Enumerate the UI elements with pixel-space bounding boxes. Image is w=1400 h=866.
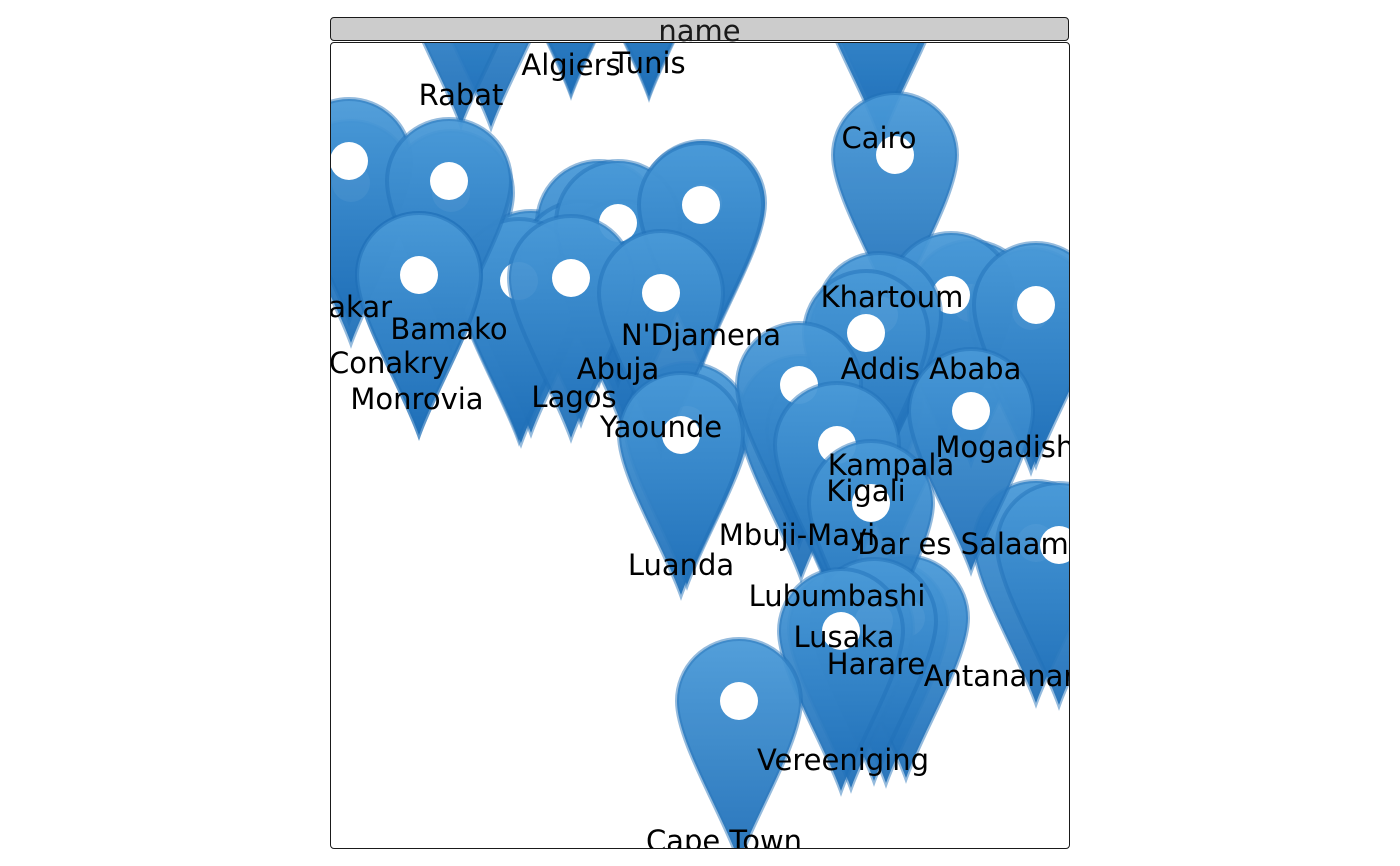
marker-hole (430, 162, 468, 200)
city-label-kigali: Kigali (826, 474, 905, 508)
city-label-bamako: Bamako (390, 312, 507, 346)
marker-hole (1040, 526, 1069, 564)
marker-pin-icon (624, 43, 674, 101)
marker-hole (952, 392, 990, 430)
marker-hole (720, 682, 758, 720)
city-label-conakry: Conakry (331, 346, 449, 380)
marker-pin-icon (830, 91, 960, 321)
map-marker-mogadishu[interactable] (971, 241, 1070, 471)
marker-hole (932, 276, 970, 314)
marker-hole (662, 416, 700, 454)
city-label-rabat: Rabat (419, 78, 504, 112)
map-marker-dar-es-salaam[interactable] (906, 347, 1036, 577)
marker-hole (822, 612, 860, 650)
city-label-tunis: Tunis (611, 46, 685, 80)
city-label-vereeniging: Vereeniging (757, 743, 929, 777)
marker-pin-icon (354, 211, 484, 441)
city-label-luanda: Luanda (628, 548, 734, 582)
city-label-cape-town: Cape Town (646, 824, 802, 849)
facet-strip: name (330, 14, 1069, 48)
marker-pin-icon (906, 347, 1036, 577)
map-marker-vereeniging[interactable] (776, 567, 906, 797)
marker-pin-icon (546, 43, 596, 99)
city-label-kampala: Kampala (828, 448, 955, 482)
marker-pin-icon (835, 43, 923, 141)
marker-hole (1017, 286, 1055, 324)
marker-pin-icon (674, 637, 804, 848)
marker-hole (552, 259, 590, 297)
map-marker-luanda[interactable] (616, 371, 746, 601)
city-label-mbuji-mayi: Mbuji-Mayi (719, 518, 875, 552)
marker-pin-icon (596, 229, 726, 459)
map-marker-tunis[interactable] (587, 43, 711, 101)
city-label-lusaka: Lusaka (794, 620, 895, 654)
city-label-addis-ababa: Addis Ababa (841, 352, 1022, 386)
city-label-cairo: Cairo (841, 121, 916, 155)
map-marker-monrovia[interactable] (354, 211, 484, 441)
map-marker-cape-town[interactable] (674, 637, 804, 849)
city-label-dakar: Dakar (331, 290, 392, 324)
map-marker-algiers[interactable] (509, 43, 633, 99)
map-marker-rabat[interactable] (399, 43, 523, 131)
marker-hole (400, 256, 438, 294)
city-label-algiers: Algiers (521, 48, 620, 82)
map-marker-antananarivo[interactable] (994, 481, 1070, 711)
marker-hole (682, 186, 720, 224)
map-marker-yaounde[interactable] (596, 229, 726, 459)
city-label-antananarivo: Antananarivo (924, 659, 1070, 693)
marker-hole (331, 142, 368, 180)
city-label-n-djamena: N'Djamena (621, 318, 781, 352)
city-label-abuja: Abuja (577, 352, 659, 386)
map-marker-cairo[interactable] (817, 43, 941, 141)
marker-pin-icon (806, 439, 936, 669)
city-label-lagos: Lagos (531, 380, 616, 414)
marker-hole (642, 274, 680, 312)
marker-pin-icon (421, 43, 501, 131)
map-marker-lusaka[interactable] (806, 439, 936, 669)
city-label-mogadishu: Mogadishu (935, 430, 1070, 464)
city-label-dar-es-salaam: Dar es Salaam (857, 527, 1068, 561)
markers-layer (331, 43, 1070, 849)
marker-hole (847, 314, 885, 352)
city-label-monrovia: Monrovia (350, 382, 483, 416)
city-label-harare: Harare (827, 647, 925, 681)
map-marker-khartoum[interactable] (830, 91, 960, 321)
city-label-yaounde: Yaounde (599, 410, 722, 444)
marker-hole (852, 484, 890, 522)
city-label-khartoum: Khartoum (821, 280, 964, 314)
marker-pin-icon (616, 371, 746, 601)
marker-hole (876, 136, 914, 174)
city-label-lubumbashi: Lubumbashi (749, 579, 926, 613)
